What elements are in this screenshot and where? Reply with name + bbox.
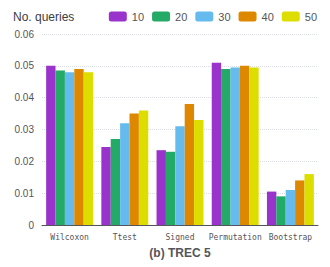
svg-text:20: 20 [175,11,187,23]
svg-text:0.05: 0.05 [15,60,35,71]
svg-text:Bootstrap: Bootstrap [269,233,313,242]
svg-text:0.04: 0.04 [15,92,35,103]
svg-text:0.06: 0.06 [15,29,35,40]
svg-text:Permutation: Permutation [209,233,262,242]
svg-text:Wilcoxon: Wilcoxon [50,233,89,242]
svg-text:30: 30 [218,11,230,23]
svg-text:50: 50 [305,11,317,23]
svg-text:0.01: 0.01 [15,188,35,199]
svg-text:(b) TREC 5: (b) TREC 5 [149,246,211,260]
svg-text:0.03: 0.03 [15,124,35,135]
svg-text:40: 40 [262,11,274,23]
svg-text:10: 10 [132,11,144,23]
svg-text:No. queries: No. queries [13,10,74,24]
svg-text:0.02: 0.02 [15,156,35,167]
svg-text:Signed: Signed [166,233,195,242]
svg-text:Ttest: Ttest [113,233,137,242]
svg-text:0: 0 [28,220,34,231]
